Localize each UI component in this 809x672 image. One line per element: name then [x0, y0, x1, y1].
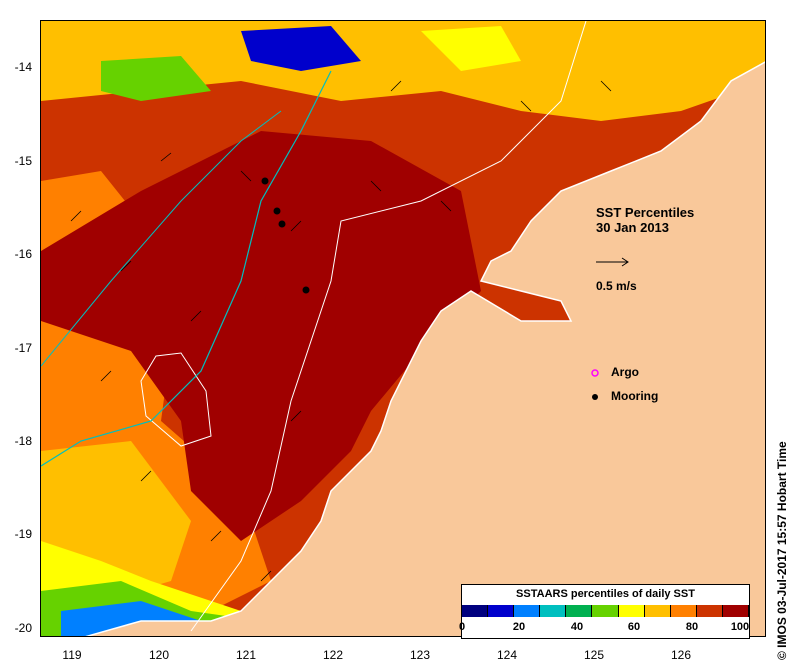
colorbar-swatch [514, 605, 541, 617]
colorbar-tick: 20 [512, 621, 526, 633]
map-panel[interactable] [40, 20, 766, 637]
scale-label: 0.5 m/s [596, 279, 637, 293]
contour-loop [140, 352, 212, 447]
contour-white [190, 21, 587, 632]
colorbar-swatch [618, 605, 645, 617]
colorbar-swatch [566, 605, 593, 617]
colorbar-swatch [592, 605, 619, 617]
legend-mooring-label: Mooring [611, 389, 659, 403]
colorbar-swatch [670, 605, 697, 617]
y-tick: -17 [14, 341, 32, 355]
mooring-marker-icon [592, 394, 598, 400]
colorbar-title: SSTAARS percentiles of daily SST [516, 588, 695, 600]
colorbar-tick: 100 [730, 621, 750, 633]
colorbar-swatch [644, 605, 671, 617]
x-tick: 126 [670, 648, 692, 662]
credit-text: © IMOS 03-Jul-2017 15:57 Hobart Time [775, 441, 789, 660]
sst-yellow-patch [421, 26, 521, 71]
colorbar [462, 605, 750, 617]
y-tick: -16 [14, 247, 32, 261]
colorbar-swatch [462, 605, 489, 617]
x-tick: 122 [322, 648, 344, 662]
scale-arrow-icon [596, 257, 629, 267]
colorbar-tick: 80 [685, 621, 699, 633]
coastline [85, 61, 765, 636]
mooring-point [261, 177, 269, 185]
y-tick: -14 [14, 60, 32, 74]
colorbar-tick: 60 [627, 621, 641, 633]
contour-cyan [41, 70, 332, 467]
colorbar-legend: SSTAARS percentiles of daily SST 0 20 40… [459, 584, 750, 639]
colorbar-swatch [722, 605, 750, 617]
colorbar-swatch [696, 605, 723, 617]
mooring-point [278, 220, 286, 228]
sst-region-core [41, 131, 481, 541]
colorbar-swatch [488, 605, 515, 617]
y-tick: -20 [14, 621, 32, 635]
x-tick: 125 [583, 648, 605, 662]
y-tick: -19 [14, 527, 32, 541]
map-title: SST Percentiles [596, 205, 695, 220]
mooring-point [273, 207, 281, 215]
land-mass [88, 62, 765, 636]
legend-argo-label: Argo [611, 365, 639, 379]
x-tick: 124 [496, 648, 518, 662]
current-vectors [70, 80, 612, 582]
map-date: 30 Jan 2013 [596, 220, 670, 235]
mooring-point [302, 286, 310, 294]
argo-marker-icon [591, 369, 599, 377]
colorbar-swatch [540, 605, 567, 617]
colorbar-tick: 40 [570, 621, 584, 633]
y-tick: -18 [14, 434, 32, 448]
sst-map [41, 21, 765, 636]
x-tick: 119 [62, 648, 82, 662]
y-tick: -15 [14, 154, 32, 168]
sst-cold-patch [241, 26, 361, 71]
x-tick: 123 [409, 648, 431, 662]
x-tick: 121 [235, 648, 257, 662]
contour-cyan-2 [41, 110, 282, 367]
land-bay [461, 291, 521, 371]
sst-green-patch [101, 56, 211, 101]
sst-region-north [41, 21, 765, 121]
mooring-points [261, 177, 310, 294]
colorbar-tick: 0 [458, 621, 466, 633]
x-tick: 120 [148, 648, 170, 662]
